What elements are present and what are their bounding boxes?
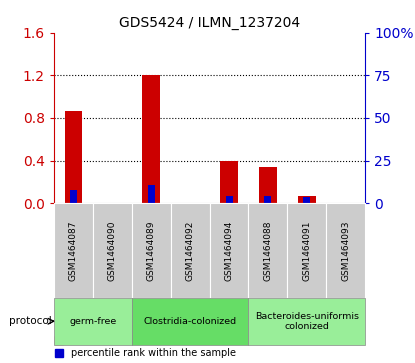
Text: GSM1464093: GSM1464093 — [341, 220, 350, 281]
Text: GSM1464091: GSM1464091 — [303, 220, 311, 281]
Text: germ-free: germ-free — [69, 317, 117, 326]
Bar — [264, 196, 271, 203]
Bar — [65, 110, 82, 203]
Bar — [148, 184, 155, 203]
Text: GSM1464092: GSM1464092 — [186, 220, 195, 281]
Text: GSM1464088: GSM1464088 — [264, 220, 272, 281]
Text: GSM1464094: GSM1464094 — [225, 220, 234, 281]
Text: GSM1464087: GSM1464087 — [69, 220, 78, 281]
Bar — [142, 75, 160, 203]
Text: protocol: protocol — [9, 316, 52, 326]
Bar — [225, 196, 232, 203]
Legend: count, percentile rank within the sample: count, percentile rank within the sample — [55, 335, 236, 358]
Text: GSM1464090: GSM1464090 — [108, 220, 117, 281]
Text: GSM1464089: GSM1464089 — [147, 220, 156, 281]
Bar — [70, 189, 77, 203]
Bar — [303, 197, 310, 203]
Bar — [259, 167, 277, 203]
Text: Clostridia-colonized: Clostridia-colonized — [144, 317, 237, 326]
Title: GDS5424 / ILMN_1237204: GDS5424 / ILMN_1237204 — [119, 16, 300, 30]
Bar — [220, 160, 238, 203]
Text: Bacteroides-uniformis
colonized: Bacteroides-uniformis colonized — [255, 311, 359, 331]
Bar — [298, 196, 315, 203]
